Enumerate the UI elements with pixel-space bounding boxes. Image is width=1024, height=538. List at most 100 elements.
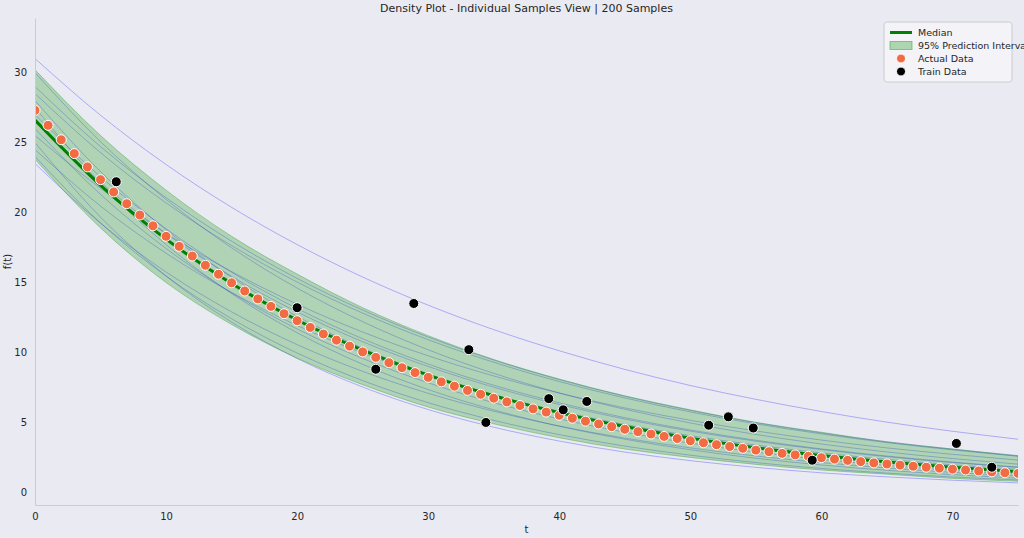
data-point [240, 286, 250, 296]
data-point [594, 419, 604, 429]
data-point [481, 417, 491, 427]
data-point [856, 457, 866, 467]
data-point [869, 458, 879, 468]
background [0, 0, 1024, 538]
sample-curve [35, 143, 1018, 483]
y-axis-title: f(t) [2, 254, 13, 269]
data-point [974, 466, 984, 476]
data-point [607, 422, 617, 432]
data-point [751, 445, 761, 455]
scatter-series [111, 177, 997, 472]
data-point [122, 199, 132, 209]
data-point [515, 401, 525, 411]
data-point [358, 347, 368, 357]
legend-box [884, 22, 1012, 82]
data-point [1013, 468, 1018, 478]
data-point [633, 427, 643, 437]
data-point [582, 396, 592, 406]
x-tick-label: 70 [947, 511, 960, 522]
data-point [227, 278, 237, 288]
y-tick-label: 30 [14, 67, 27, 78]
data-point [541, 407, 551, 417]
data-point [371, 364, 381, 374]
data-point [807, 455, 817, 465]
data-point [830, 454, 840, 464]
data-point [111, 177, 121, 187]
data-point [174, 241, 184, 251]
data-point [56, 135, 66, 145]
data-point [790, 450, 800, 460]
data-point [659, 431, 669, 441]
legend-label: Median [918, 27, 953, 38]
data-point [253, 294, 263, 304]
chart: 010203040506070051015202530Density Plot … [0, 0, 1024, 538]
data-point [82, 162, 92, 172]
data-point [331, 335, 341, 345]
data-point [723, 412, 733, 422]
data-point [672, 434, 682, 444]
data-point [951, 438, 961, 448]
data-point [489, 393, 499, 403]
data-point [947, 464, 957, 474]
data-point [279, 309, 289, 319]
data-point [410, 368, 420, 378]
prediction-band [35, 70, 1018, 481]
x-tick: 60 [816, 505, 829, 522]
x-tick-label: 20 [291, 511, 304, 522]
x-tick-label: 60 [816, 511, 829, 522]
y-tick-label: 10 [14, 347, 27, 358]
y-tick-label: 0 [21, 487, 27, 498]
data-point [449, 381, 459, 391]
data-point [580, 416, 590, 426]
y-tick: 5 [21, 417, 35, 428]
data-point [384, 358, 394, 368]
plot-area [35, 59, 1018, 483]
x-tick: 50 [684, 505, 697, 522]
data-point [436, 377, 446, 387]
x-tick: 30 [422, 505, 435, 522]
x-tick-label: 30 [422, 511, 435, 522]
data-point [109, 187, 119, 197]
data-point [305, 322, 315, 332]
data-point [69, 149, 79, 159]
x-tick: 40 [553, 505, 566, 522]
data-point [292, 316, 302, 326]
data-point [725, 442, 735, 452]
y-tick: 0 [21, 487, 35, 498]
data-point [620, 424, 630, 434]
x-axis-title: t [525, 524, 529, 535]
data-point [502, 397, 512, 407]
data-point [704, 420, 714, 430]
y-tick: 25 [14, 137, 35, 148]
median-line [35, 120, 1018, 472]
y-tick: 30 [14, 67, 35, 78]
data-point [764, 447, 774, 457]
data-point [816, 453, 826, 463]
data-point [987, 462, 997, 472]
data-point [934, 463, 944, 473]
data-point [685, 436, 695, 446]
data-point [409, 298, 419, 308]
x-tick-label: 50 [684, 511, 697, 522]
data-point [567, 413, 577, 423]
x-tick: 70 [947, 505, 960, 522]
data-point [646, 429, 656, 439]
data-point [187, 251, 197, 261]
data-point [96, 175, 106, 185]
legend: Median95% Prediction IntervalActual Data… [884, 22, 1024, 82]
x-tick: 20 [291, 505, 304, 522]
legend-label: Actual Data [918, 53, 973, 64]
data-point [748, 423, 758, 433]
y-tick: 15 [14, 277, 35, 288]
x-tick-label: 40 [553, 511, 566, 522]
data-point [148, 221, 158, 231]
data-point [528, 404, 538, 414]
data-point [463, 385, 473, 395]
data-point [777, 448, 787, 458]
y-axis-line [35, 19, 36, 506]
y-tick: 20 [14, 207, 35, 218]
data-point [544, 394, 554, 404]
x-tick-label: 10 [160, 511, 173, 522]
legend-label: Train Data [917, 66, 967, 77]
chart-title: Density Plot - Individual Samples View |… [380, 2, 673, 15]
